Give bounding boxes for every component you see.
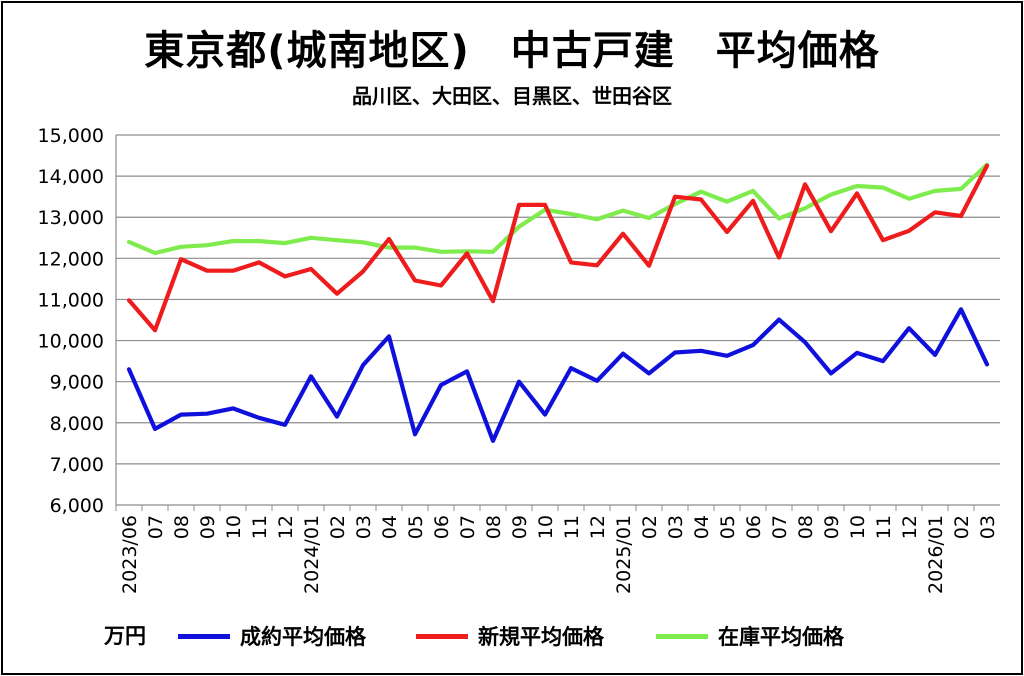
y-tick-label: 13,000: [38, 207, 104, 229]
x-tick-label: 05: [405, 515, 427, 539]
x-tick-label: 2025/01: [613, 515, 635, 594]
x-tick-label: 04: [379, 515, 401, 539]
chart-title: 東京都(城南地区) 中古戸建 平均価格: [144, 28, 880, 74]
legend-label-stock: 在庫平均価格: [718, 625, 844, 649]
x-tick-label: 07: [145, 515, 167, 539]
legend-swatch-new: [416, 633, 468, 639]
x-tick-label: 12: [587, 515, 609, 539]
x-tick-label: 07: [769, 515, 791, 539]
y-tick-label: 9,000: [50, 372, 104, 394]
y-tick-label: 12,000: [38, 248, 104, 270]
legend-swatch-stock: [656, 633, 708, 639]
series-line-new: [126, 163, 990, 333]
chart-subtitle: 品川区、大田区、目黒区、世田谷区: [352, 84, 672, 108]
x-tick-label: 11: [249, 515, 271, 539]
x-tick-label: 08: [171, 515, 193, 539]
x-tick-label: 02: [327, 515, 349, 539]
x-tick-label: 05: [717, 515, 739, 539]
x-tick-label: 2023/06: [119, 515, 141, 594]
y-tick-label: 6,000: [50, 495, 104, 517]
x-tick-label: 2026/01: [925, 515, 947, 594]
x-tick-label: 11: [561, 515, 583, 539]
x-tick-label: 10: [223, 515, 245, 539]
x-tick-label: 09: [197, 515, 219, 539]
x-tick-label: 10: [535, 515, 557, 539]
x-tick-label: 06: [431, 515, 453, 539]
y-tick-label: 10,000: [38, 331, 104, 353]
x-tick-label: 03: [353, 515, 375, 539]
x-tick-label: 11: [873, 515, 895, 539]
x-tick-label: 09: [509, 515, 531, 539]
x-tick-label: 09: [821, 515, 843, 539]
legend-item-new: 新規平均価格: [416, 620, 604, 652]
x-tick-label: 02: [639, 515, 661, 539]
x-tick-label: 06: [743, 515, 765, 539]
legend-unit-label: 万円: [104, 624, 146, 648]
x-tick-label: 08: [795, 515, 817, 539]
x-tick-label: 2024/01: [301, 515, 323, 594]
x-tick-label: 08: [483, 515, 505, 539]
x-tick-label: 02: [951, 515, 973, 539]
series-line-contract: [126, 307, 990, 443]
x-tick-label: 07: [457, 515, 479, 539]
x-tick-label: 10: [847, 515, 869, 539]
legend-item-stock: 在庫平均価格: [656, 620, 844, 652]
x-tick-label: 03: [977, 515, 999, 539]
legend-swatch-contract: [178, 633, 230, 639]
legend-label-contract: 成約平均価格: [240, 625, 366, 649]
y-tick-label: 8,000: [50, 413, 104, 435]
y-tick-label: 7,000: [50, 454, 104, 476]
y-tick-label: 15,000: [38, 125, 104, 147]
y-tick-label: 11,000: [38, 289, 104, 311]
y-tick-label: 14,000: [38, 166, 104, 188]
x-tick-label: 03: [665, 515, 687, 539]
x-tick-label: 12: [899, 515, 921, 539]
x-tick-label: 04: [691, 515, 713, 539]
series-line-stock: [126, 162, 990, 256]
x-tick-label: 12: [275, 515, 297, 539]
legend-item-contract: 成約平均価格: [178, 620, 366, 652]
legend-label-new: 新規平均価格: [478, 625, 604, 649]
